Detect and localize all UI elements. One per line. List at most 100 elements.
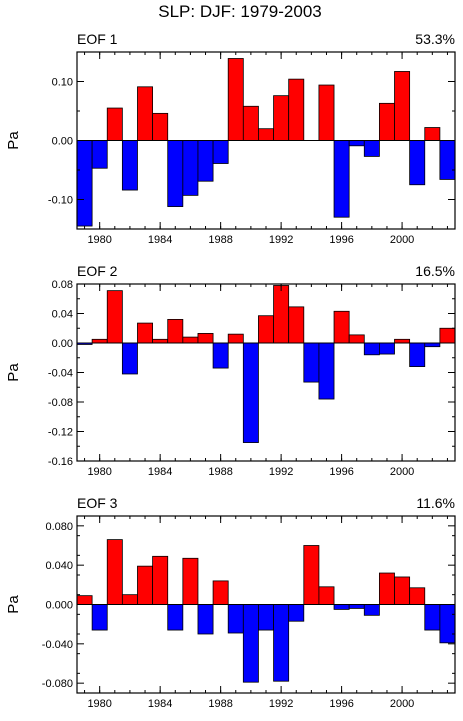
y-tick-label: 0.00	[52, 136, 73, 148]
x-tick-label: 1992	[269, 466, 293, 478]
bar-1993	[288, 78, 305, 141]
bar-2001	[409, 342, 426, 368]
x-tick-label: 2000	[390, 698, 414, 710]
y-tick-label: 0.000	[45, 600, 73, 612]
bar-1983	[137, 565, 153, 605]
eof-panel-2: 1980 1984 1988 1992 1996 2000 -0.16 -0.12 -0.08 -…	[5, 263, 456, 478]
bar-1984	[152, 338, 169, 344]
bar-1980	[91, 604, 108, 631]
chart-title: SLP: DJF: 1979-2003	[158, 2, 321, 21]
bar-1987	[197, 140, 214, 182]
bar-1999	[378, 342, 395, 355]
bar-1991	[258, 604, 274, 631]
variance-label: 16.5%	[415, 263, 455, 279]
y-tick-label: 0.10	[52, 77, 73, 89]
y-tick-label: -0.16	[48, 456, 73, 468]
bar-1992	[273, 285, 290, 344]
x-tick-label: 1980	[87, 466, 111, 478]
bar-1988	[212, 342, 229, 369]
x-tick-label: 1992	[269, 234, 293, 246]
bar-2003	[439, 140, 456, 180]
x-tick-label: 1980	[87, 698, 111, 710]
bar-1983	[137, 322, 153, 344]
x-tick-label: 1988	[208, 698, 232, 710]
bar-1994	[303, 342, 320, 383]
variance-label: 53.3%	[415, 31, 455, 47]
bar-1998	[363, 604, 380, 616]
y-tick-label: 0.040	[45, 560, 73, 572]
bar-1981	[106, 290, 123, 344]
x-tick-label: 1984	[148, 698, 172, 710]
bar-1981	[106, 539, 123, 605]
bar-1999	[378, 102, 395, 141]
bar-2003	[439, 604, 456, 644]
x-tick-label: 1984	[148, 466, 172, 478]
panel-label: EOF 3	[77, 495, 118, 511]
y-tick-label: 0.04	[52, 309, 73, 321]
bar-1992	[273, 604, 290, 682]
x-tick-label: 1992	[269, 698, 293, 710]
x-tick-label: 1988	[208, 234, 232, 246]
bar-1994	[303, 545, 320, 605]
bar-1995	[318, 342, 335, 400]
bar-1988	[212, 140, 229, 164]
x-tick-label: 1996	[329, 698, 353, 710]
bar-1984	[152, 112, 169, 141]
bar-2001	[409, 587, 426, 605]
bar-1998	[363, 140, 380, 157]
bar-1997	[348, 334, 365, 344]
y-tick-label: -0.08	[48, 397, 73, 409]
bar-1992	[273, 95, 290, 141]
bar-1995	[318, 586, 335, 605]
bar-1990	[242, 604, 259, 683]
bar-2000	[394, 576, 411, 605]
panel-label: EOF 1	[77, 31, 118, 47]
x-tick-label: 1988	[208, 466, 232, 478]
bar-1979	[76, 595, 93, 605]
bar-1985	[167, 140, 184, 207]
bar-1989	[227, 333, 244, 344]
bar-2002	[424, 127, 441, 141]
bar-1986	[182, 557, 199, 605]
bar-1993	[288, 604, 305, 622]
bar-1989	[227, 604, 244, 634]
bar-1986	[182, 140, 199, 196]
bar-1991	[258, 128, 274, 141]
bar-1982	[121, 140, 138, 191]
bar-1990	[242, 342, 259, 443]
bar-1980	[91, 338, 108, 344]
x-tick-label: 2000	[390, 466, 414, 478]
bar-1991	[258, 315, 274, 344]
bar-1981	[106, 107, 123, 141]
bar-2002	[424, 342, 441, 348]
y-axis-label: Pa	[5, 131, 22, 150]
y-tick-label: -0.080	[42, 678, 73, 690]
y-tick-label: 0.080	[45, 521, 73, 533]
bar-1998	[363, 342, 380, 356]
bar-2002	[424, 604, 441, 631]
bar-2003	[439, 327, 456, 344]
x-tick-label: 1980	[87, 234, 111, 246]
x-tick-label: 1996	[329, 466, 353, 478]
bar-2000	[394, 338, 411, 344]
bar-1999	[378, 572, 395, 605]
variance-label: 11.6%	[416, 495, 455, 511]
y-tick-label: 0.00	[52, 338, 73, 350]
eof-panel-1: 1980 1984 1988 1992 1996 2000 -0.10 0.00 0.10 Pa E…	[5, 31, 456, 246]
panel-label: EOF 2	[77, 263, 118, 279]
y-axis-label: Pa	[5, 363, 22, 382]
y-tick-label: -0.040	[42, 639, 73, 651]
bar-1996	[333, 140, 350, 218]
bar-1984	[152, 555, 169, 605]
bar-1980	[91, 140, 108, 169]
bar-1990	[242, 105, 259, 141]
bar-1989	[227, 58, 244, 141]
bar-1982	[121, 594, 138, 605]
bar-1987	[197, 333, 214, 344]
y-tick-label: -0.04	[48, 368, 73, 380]
eof-panel-3: 1980 1984 1988 1992 1996 2000 -0.080 -0.040 0.00…	[5, 495, 456, 710]
bar-1985	[167, 604, 184, 631]
bar-1985	[167, 318, 184, 344]
bar-1983	[137, 86, 153, 141]
